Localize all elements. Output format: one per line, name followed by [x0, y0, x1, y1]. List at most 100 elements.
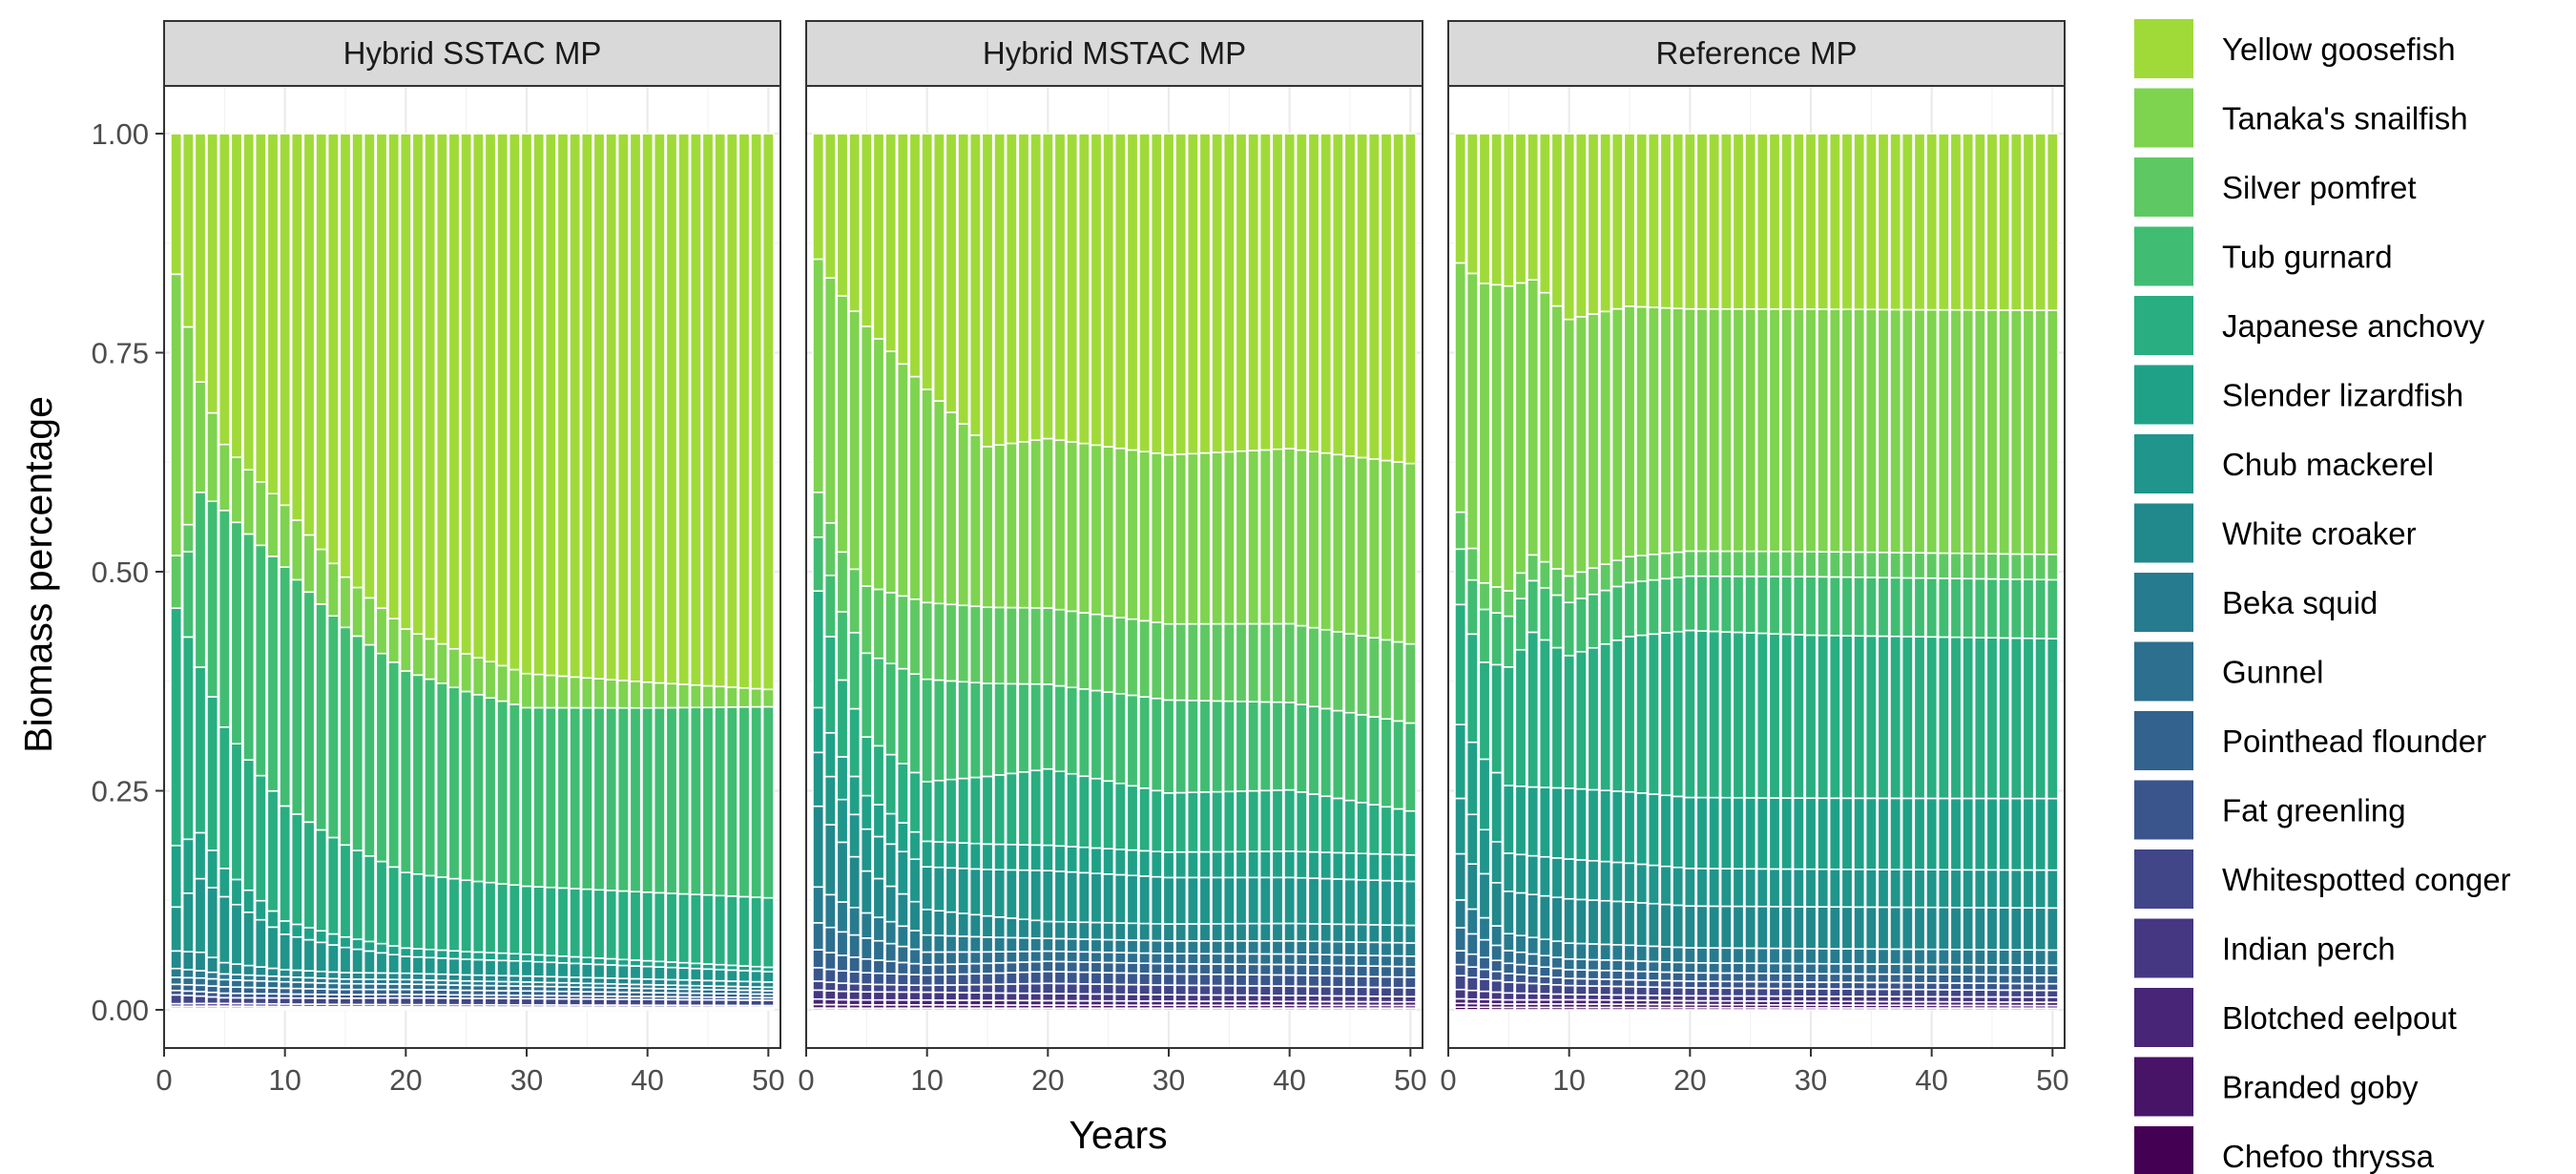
bar-segment-tub-gurnard-year-43	[1962, 577, 1975, 639]
bar-segment-fat-greenling-year-5	[860, 972, 873, 985]
bar-segment-japanese-anchovy-year-21	[411, 872, 425, 950]
bar-segment-beka-squid-year-11	[932, 934, 945, 954]
bar-segment-whitespotted-conger-year-40	[1925, 989, 1939, 998]
y-tick-label: 0.75	[92, 337, 149, 370]
bar-segment-gunnel-year-20	[399, 983, 412, 991]
bar-segment-japanese-anchovy-year-4	[206, 696, 219, 851]
bar-segment-yellow-goosefish-year-43	[1962, 133, 1975, 311]
bar-segment-gunnel-year-21	[411, 983, 425, 991]
bar-segment-japanese-anchovy-year-16	[1635, 634, 1649, 794]
bar-segment-silver-pomfret-year-7	[884, 592, 898, 664]
bar-segment-beka-squid-year-50	[1403, 942, 1417, 957]
bar-segment-silver-pomfret-year-5	[1502, 590, 1515, 618]
bar-segment-white-croaker-year-13	[1599, 899, 1612, 946]
bar-segment-japanese-anchovy-year-41	[653, 891, 666, 963]
bar-segment-tub-gurnard-year-8	[896, 667, 909, 765]
bar-segment-whitespotted-conger-year-7	[242, 996, 256, 1005]
bar-segment-chub-mackerel-year-2	[1465, 813, 1479, 865]
bar-segment-silver-pomfret-year-17	[1005, 606, 1018, 685]
bar-segment-japanese-anchovy-year-14	[1610, 639, 1624, 792]
bar-segment-chub-mackerel-year-49	[750, 970, 763, 983]
bar-segment-tanaka-s-snailfish-year-48	[737, 686, 751, 708]
bar-segment-whitespotted-conger-year-37	[605, 998, 618, 1006]
bar-segment-tub-gurnard-year-40	[1283, 702, 1297, 791]
bar-segment-gunnel-year-19	[387, 983, 401, 991]
bar-segment-fat-greenling-year-36	[1877, 981, 1890, 991]
bar-segment-tanaka-s-snailfish-year-6	[1514, 282, 1527, 575]
bar-segment-slender-lizardfish-year-36	[1235, 850, 1248, 879]
bar-segment-fat-greenling-year-1	[812, 967, 825, 982]
bar-segment-yellow-goosefish-year-12	[945, 133, 958, 413]
bar-segment-tanaka-s-snailfish-year-18	[1659, 306, 1672, 555]
bar-segment-japanese-anchovy-year-45	[1343, 799, 1357, 854]
bar-segment-whitespotted-conger-year-24	[1732, 987, 1745, 997]
bar-segment-white-croaker-year-8	[1538, 894, 1551, 940]
bar-segment-fat-greenling-year-21	[1053, 971, 1067, 985]
bar-segment-beka-squid-year-47	[2009, 949, 2023, 966]
bar-segment-beka-squid-year-48	[2022, 949, 2035, 966]
bar-segment-whitespotted-conger-year-23	[1077, 983, 1091, 996]
bar-segment-fat-greenling-year-50	[1403, 976, 1417, 989]
bar-segment-japanese-anchovy-year-7	[1527, 631, 1540, 788]
bar-segment-beka-squid-year-49	[2034, 949, 2047, 966]
bar-segment-silver-pomfret-year-33	[1198, 622, 1212, 702]
bar-segment-beka-squid-year-30	[1162, 939, 1175, 954]
bar-segment-whitespotted-conger-year-48	[1380, 986, 1393, 997]
bar-segment-gunnel-year-32	[1186, 953, 1199, 965]
bar-segment-tub-gurnard-year-13	[1599, 589, 1612, 645]
bar-segment-white-croaker-year-48	[737, 980, 751, 988]
bar-segment-chub-mackerel-year-24	[1732, 868, 1745, 908]
legend-item-chefoo-thryssa: Chefoo thryssa	[2134, 1126, 2435, 1174]
bar-segment-tub-gurnard-year-46	[1356, 714, 1369, 804]
bar-segment-slender-lizardfish-year-18	[1017, 844, 1030, 871]
bar-segment-chub-mackerel-year-16	[993, 869, 1007, 918]
bar-segment-white-croaker-year-43	[1962, 907, 1975, 951]
bar-segment-indian-perch-year-12	[945, 992, 958, 1001]
legend-item-silver-pomfret: Silver pomfret	[2134, 157, 2417, 217]
bar-segment-white-croaker-year-23	[1077, 921, 1091, 940]
bar-segment-fat-greenling-year-26	[1113, 972, 1127, 986]
bar-segment-chub-mackerel-year-42	[665, 966, 678, 981]
bar-segment-fat-greenling-year-16	[1635, 978, 1649, 988]
bar-segment-tub-gurnard-year-12	[302, 591, 316, 824]
bar-segment-gunnel-year-3	[1478, 938, 1491, 958]
bar-segment-tub-gurnard-year-25	[460, 690, 473, 882]
bar-segment-gunnel-year-21	[1053, 950, 1067, 963]
bar-segment-white-croaker-year-28	[1138, 922, 1152, 942]
legend-key	[2134, 918, 2193, 978]
bar-segment-tub-gurnard-year-27	[484, 697, 497, 884]
bar-segment-tub-gurnard-year-24	[447, 686, 461, 880]
bar-segment-yellow-goosefish-year-22	[1066, 133, 1079, 443]
bar-segment-indian-perch-year-10	[1563, 994, 1576, 1001]
bar-segment-beka-squid-year-4	[1490, 925, 1504, 947]
bar-segment-tub-gurnard-year-14	[968, 681, 982, 779]
bar-segment-whitespotted-conger-year-50	[2046, 989, 2059, 998]
bar-segment-yellow-goosefish-year-29	[1150, 133, 1163, 454]
bar-segment-tanaka-s-snailfish-year-32	[1828, 308, 1841, 553]
x-tick-label: 40	[1915, 1063, 1947, 1097]
bar-segment-tanaka-s-snailfish-year-42	[665, 682, 678, 709]
panel-strip	[805, 20, 1423, 87]
legend-item-yellow-goosefish: Yellow goosefish	[2134, 19, 2456, 78]
bar-segment-pointhead-flounder-year-1	[812, 949, 825, 969]
bar-segment-indian-perch-year-6	[872, 991, 885, 1001]
bar-segment-beka-squid-year-6	[872, 916, 885, 942]
bar-segment-yellow-goosefish-year-46	[1998, 133, 2011, 311]
bar-segment-whitespotted-conger-year-26	[471, 997, 485, 1006]
bar-segment-whitespotted-conger-year-43	[677, 998, 691, 1007]
bar-segment-pointhead-flounder-year-36	[1235, 963, 1248, 975]
bar-segment-yellow-goosefish-year-32	[544, 133, 557, 677]
bar-segment-tanaka-s-snailfish-year-11	[1574, 316, 1588, 574]
bar-segment-yellow-goosefish-year-14	[1610, 133, 1624, 310]
bar-segment-tanaka-s-snailfish-year-5	[860, 325, 873, 587]
bar-segment-silver-pomfret-year-8	[896, 595, 909, 670]
bar-segment-beka-squid-year-25	[1744, 947, 1757, 964]
bar-segment-pointhead-flounder-year-15	[1623, 970, 1636, 981]
bar-segment-fat-greenling-year-30	[1162, 973, 1175, 986]
bar-segment-gunnel-year-4	[1490, 944, 1504, 962]
bar-segment-yellow-goosefish-year-39	[629, 133, 642, 682]
bar-segment-yellow-goosefish-year-12	[302, 133, 316, 536]
bar-segment-pointhead-flounder-year-40	[1283, 963, 1297, 976]
legend-item-whitespotted-conger: Whitespotted conger	[2134, 849, 2511, 909]
bar-segment-yellow-goosefish-year-34	[1853, 133, 1866, 310]
